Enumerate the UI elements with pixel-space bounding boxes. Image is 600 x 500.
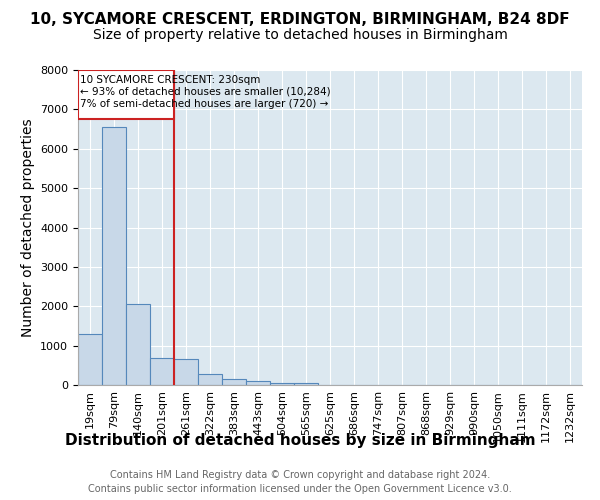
Bar [270, 382, 294, 385]
Bar [222, 379, 246, 385]
Text: Distribution of detached houses by size in Birmingham: Distribution of detached houses by size … [65, 432, 535, 448]
Text: 7% of semi-detached houses are larger (720) →: 7% of semi-detached houses are larger (7… [80, 98, 328, 108]
FancyBboxPatch shape [78, 70, 174, 119]
Bar [294, 382, 318, 385]
Text: 10 SYCAMORE CRESCENT: 230sqm: 10 SYCAMORE CRESCENT: 230sqm [80, 74, 260, 85]
Bar [126, 304, 150, 385]
Bar [102, 127, 126, 385]
Y-axis label: Number of detached properties: Number of detached properties [20, 118, 35, 337]
Bar [174, 360, 198, 385]
Bar [246, 381, 270, 385]
Bar [150, 358, 174, 385]
Bar [78, 334, 102, 385]
Text: ← 93% of detached houses are smaller (10,284): ← 93% of detached houses are smaller (10… [80, 87, 331, 97]
Text: Size of property relative to detached houses in Birmingham: Size of property relative to detached ho… [92, 28, 508, 42]
Text: Contains HM Land Registry data © Crown copyright and database right 2024.: Contains HM Land Registry data © Crown c… [110, 470, 490, 480]
Bar [198, 374, 222, 385]
Text: Contains public sector information licensed under the Open Government Licence v3: Contains public sector information licen… [88, 484, 512, 494]
Text: 10, SYCAMORE CRESCENT, ERDINGTON, BIRMINGHAM, B24 8DF: 10, SYCAMORE CRESCENT, ERDINGTON, BIRMIN… [30, 12, 570, 28]
